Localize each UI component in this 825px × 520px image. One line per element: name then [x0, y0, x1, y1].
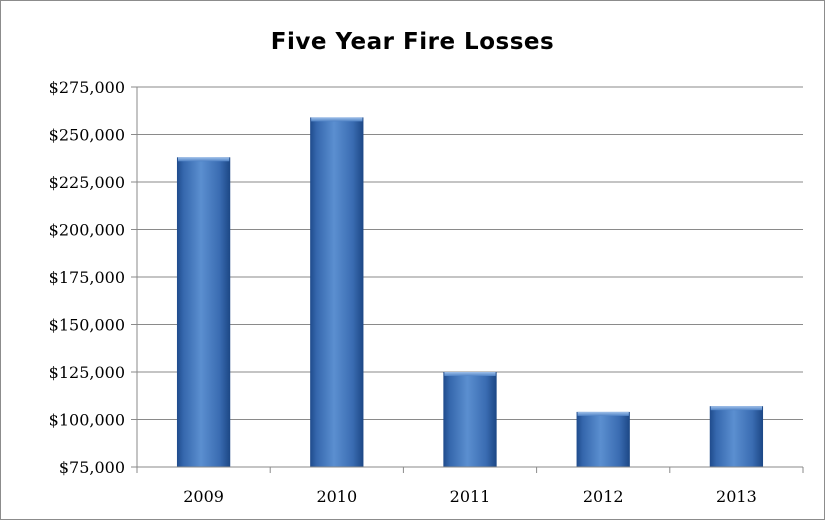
y-tick-label: $125,000: [49, 363, 125, 382]
y-tick-label: $175,000: [49, 268, 125, 287]
bar-2009: [176, 157, 231, 468]
bar-2013: [709, 406, 764, 467]
bar-cap-2010: [311, 117, 363, 122]
bar-cap-2011: [444, 372, 496, 376]
chart-title: Five Year Fire Losses: [270, 29, 555, 55]
bar-cap-2012: [577, 411, 629, 416]
bar-cap-2013: [710, 406, 763, 411]
y-tick-label: $75,000: [59, 458, 125, 477]
bar-2012: [576, 411, 630, 467]
x-tick-label: 2010: [316, 487, 357, 506]
x-tick-label: 2012: [583, 487, 624, 506]
y-tick-label: $275,000: [49, 78, 125, 97]
x-tick-label: 2013: [716, 487, 757, 506]
y-tick-label: $225,000: [49, 173, 125, 192]
y-tick-label: $150,000: [49, 316, 125, 335]
x-tick-label: 2011: [450, 487, 491, 506]
y-tick-label: $200,000: [49, 221, 125, 240]
bar-2011: [443, 372, 497, 467]
y-tick-label: $100,000: [49, 411, 125, 430]
x-tick-label: 2009: [183, 487, 224, 506]
y-tick-label: $250,000: [49, 126, 125, 145]
bar-2010: [310, 117, 364, 468]
bar-cap-2009: [177, 157, 230, 162]
